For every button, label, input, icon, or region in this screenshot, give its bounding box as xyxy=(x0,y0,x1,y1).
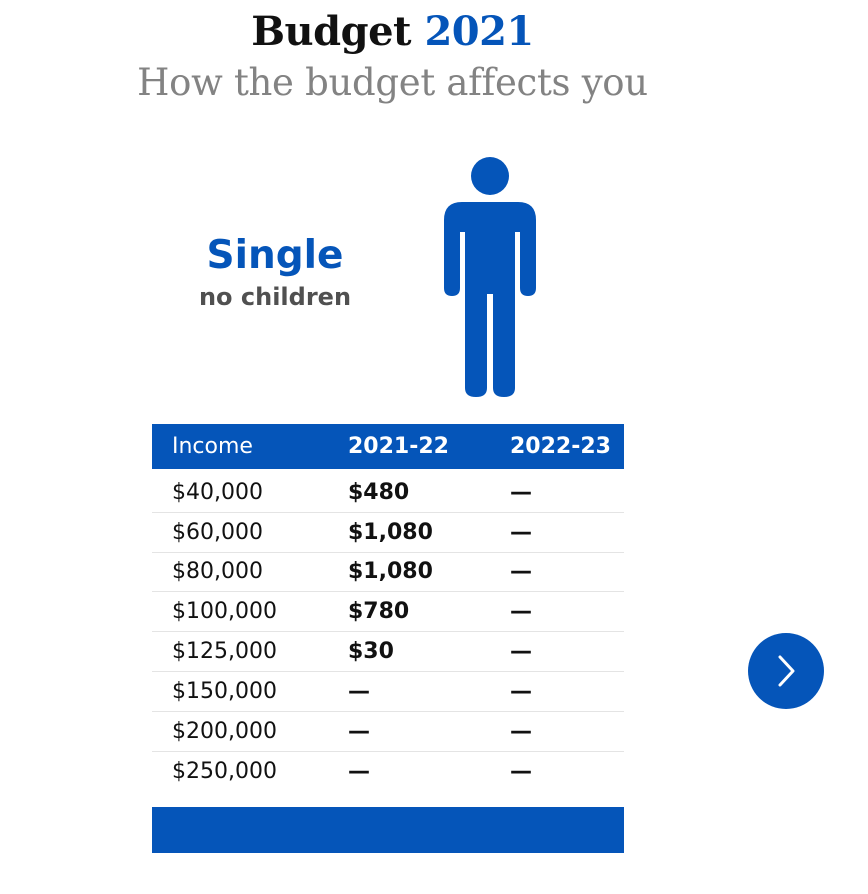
income-cell: $150,000 xyxy=(172,678,277,704)
title-year: 2021 xyxy=(424,8,534,55)
income-cell: $200,000 xyxy=(172,718,277,744)
value-2022-23-cell: — xyxy=(510,479,532,505)
table-row: $125,000 $30 — xyxy=(152,632,624,672)
table-footer-bar xyxy=(152,807,624,853)
income-cell: $80,000 xyxy=(172,559,263,585)
value-2021-22-cell: $480 xyxy=(348,479,410,505)
table-row: $80,000 $1,080 — xyxy=(152,553,624,593)
value-2021-22-cell: — xyxy=(348,718,370,744)
table-body: $40,000 $480 — $60,000 $1,080 — $80,000 … xyxy=(152,469,624,791)
page-title: Budget 2021 xyxy=(0,8,785,56)
table-row: $250,000 — — xyxy=(152,752,624,792)
column-header-2021-22: 2021-22 xyxy=(348,434,449,459)
income-cell: $60,000 xyxy=(172,519,263,545)
value-2022-23-cell: — xyxy=(510,639,532,665)
income-cell: $125,000 xyxy=(172,639,277,665)
income-cell: $40,000 xyxy=(172,479,263,505)
income-table: Income 2021-22 2022-23 $40,000 $480 — $6… xyxy=(152,424,624,791)
value-2021-22-cell: $1,080 xyxy=(348,559,433,585)
value-2022-23-cell: — xyxy=(510,559,532,585)
table-row: $40,000 $480 — xyxy=(152,473,624,513)
table-row: $150,000 — — xyxy=(152,672,624,712)
household-type-subtitle: no children xyxy=(198,283,352,311)
value-2022-23-cell: — xyxy=(510,718,532,744)
page-subtitle: How the budget affects you xyxy=(137,61,648,104)
household-type-title: Single xyxy=(206,233,344,278)
value-2022-23-cell: — xyxy=(510,758,532,784)
person-icon xyxy=(444,157,536,397)
value-2022-23-cell: — xyxy=(510,599,532,625)
value-2022-23-cell: — xyxy=(510,519,532,545)
value-2021-22-cell: — xyxy=(348,678,370,704)
table-row: $100,000 $780 — xyxy=(152,592,624,633)
value-2021-22-cell: $780 xyxy=(348,599,410,625)
title-word: Budget xyxy=(251,8,411,55)
value-2021-22-cell: $1,080 xyxy=(348,519,433,545)
income-cell: $100,000 xyxy=(172,599,277,625)
next-slide-button[interactable] xyxy=(748,633,824,709)
table-row: $60,000 $1,080 — xyxy=(152,513,624,553)
column-header-income: Income xyxy=(172,434,253,459)
value-2021-22-cell: — xyxy=(348,758,370,784)
table-header: Income 2021-22 2022-23 xyxy=(152,424,624,469)
value-2022-23-cell: — xyxy=(510,678,532,704)
income-cell: $250,000 xyxy=(172,758,277,784)
chevron-right-icon xyxy=(778,655,795,687)
value-2021-22-cell: $30 xyxy=(348,639,394,665)
table-row: $200,000 — — xyxy=(152,712,624,752)
column-header-2022-23: 2022-23 xyxy=(510,434,611,459)
